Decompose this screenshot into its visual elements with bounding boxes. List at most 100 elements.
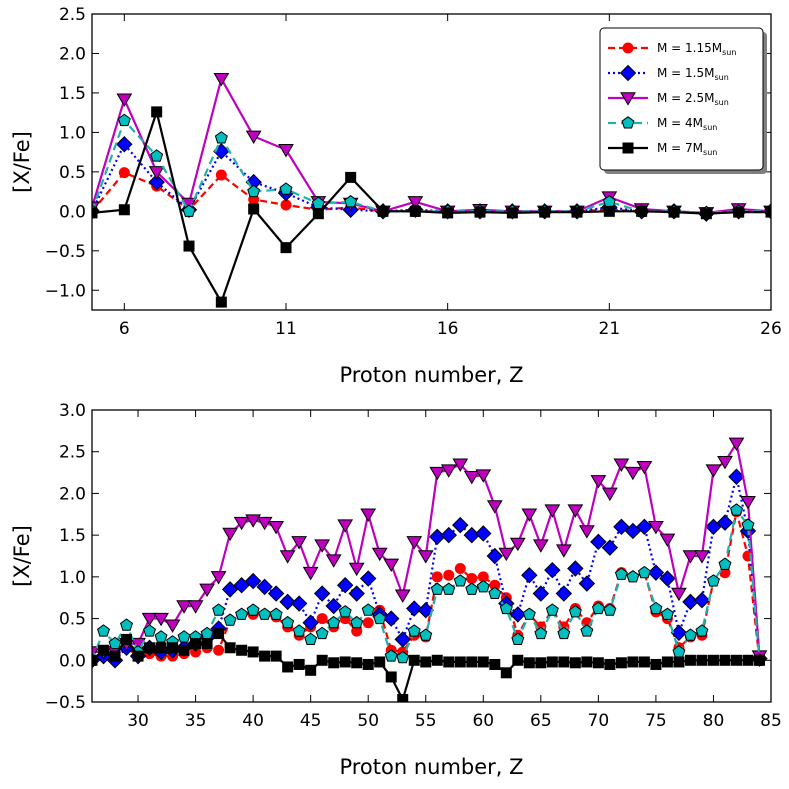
data-point [383, 558, 400, 572]
data-point [534, 626, 548, 640]
data-point [117, 113, 131, 127]
data-point [362, 617, 374, 629]
data-point [604, 658, 616, 670]
data-point [636, 518, 653, 536]
x-tick-label: 30 [127, 711, 149, 731]
data-point [361, 603, 375, 616]
data-point [719, 654, 731, 666]
data-point [383, 610, 400, 627]
data-point [729, 503, 743, 516]
x-tick-label: 11 [275, 319, 297, 339]
data-point [544, 561, 561, 579]
legend-label: M = 4Msun [657, 116, 717, 132]
data-point [558, 656, 570, 668]
data-point [700, 208, 712, 220]
data-point [374, 656, 386, 668]
data-point [247, 184, 261, 198]
data-point [328, 657, 340, 669]
data-point [98, 644, 110, 656]
data-point [215, 296, 227, 308]
plot-frame [91, 409, 772, 703]
y-tick-label: 1.5 [59, 84, 86, 104]
data-point [384, 649, 398, 662]
data-point [109, 650, 121, 662]
data-point [304, 632, 318, 645]
data-point [443, 569, 455, 581]
data-point [223, 613, 237, 626]
data-point [454, 563, 466, 575]
data-point [682, 550, 699, 564]
data-point [224, 642, 236, 654]
data-point [719, 567, 731, 579]
data-point [280, 199, 292, 211]
data-point [339, 656, 351, 668]
data-point [705, 464, 722, 478]
data-point [429, 466, 446, 481]
data-point [443, 656, 455, 668]
data-point [627, 656, 639, 668]
data-point [327, 615, 341, 629]
y-tick-label: 0.5 [59, 163, 86, 183]
data-point [440, 526, 457, 544]
data-point [660, 607, 674, 620]
data-point [716, 514, 734, 531]
data-point [590, 533, 607, 551]
y-tick-label: 1.0 [59, 568, 86, 588]
data-point [567, 560, 584, 577]
data-point [279, 550, 296, 564]
data-point [108, 636, 122, 650]
data-point [267, 585, 285, 602]
data-point [245, 514, 261, 528]
legend-marker [621, 116, 635, 129]
data-point [259, 650, 271, 662]
data-point [407, 196, 424, 210]
y-tick-label: 2.0 [59, 44, 86, 64]
data-point [269, 607, 283, 620]
data-point [178, 644, 190, 656]
x-axis-label: Proton number, Z [339, 363, 523, 387]
data-point [97, 624, 110, 637]
y-tick-label: 0.0 [59, 202, 86, 222]
data-point [567, 504, 584, 518]
data-point [592, 657, 604, 669]
data-point [477, 656, 489, 668]
data-point [742, 654, 754, 666]
data-point [116, 93, 133, 107]
data-point [302, 614, 319, 631]
data-point [539, 206, 551, 218]
data-point [359, 570, 377, 587]
data-point [489, 579, 501, 591]
data-point [591, 601, 605, 615]
data-point [201, 638, 213, 650]
data-point [397, 693, 409, 702]
data-point [578, 525, 595, 539]
data-point [614, 567, 628, 580]
y-tick-label: 1.5 [59, 526, 86, 546]
data-point [344, 195, 358, 208]
y-tick-label: −0.5 [45, 693, 86, 713]
data-point [452, 458, 469, 472]
data-point [213, 72, 230, 87]
data-point [406, 600, 423, 617]
data-point [247, 646, 259, 658]
data-point [244, 572, 262, 590]
data-point [442, 582, 456, 595]
data-point [116, 136, 133, 153]
data-point [406, 536, 423, 550]
data-point [292, 624, 306, 637]
data-point [183, 240, 195, 252]
data-point [581, 656, 593, 668]
series-line [92, 440, 761, 657]
y-tick-label: 1.0 [59, 123, 86, 143]
x-tick-label: 50 [357, 711, 379, 731]
y-tick-label: −0.5 [45, 242, 86, 262]
data-point [164, 619, 181, 633]
data-point [683, 628, 697, 641]
data-point [707, 654, 719, 666]
x-tick-label: 55 [415, 711, 437, 731]
series-4 [92, 503, 766, 666]
data-point [580, 624, 594, 637]
series-1 [92, 506, 765, 666]
data-point [506, 207, 518, 219]
legend-marker [620, 92, 636, 106]
